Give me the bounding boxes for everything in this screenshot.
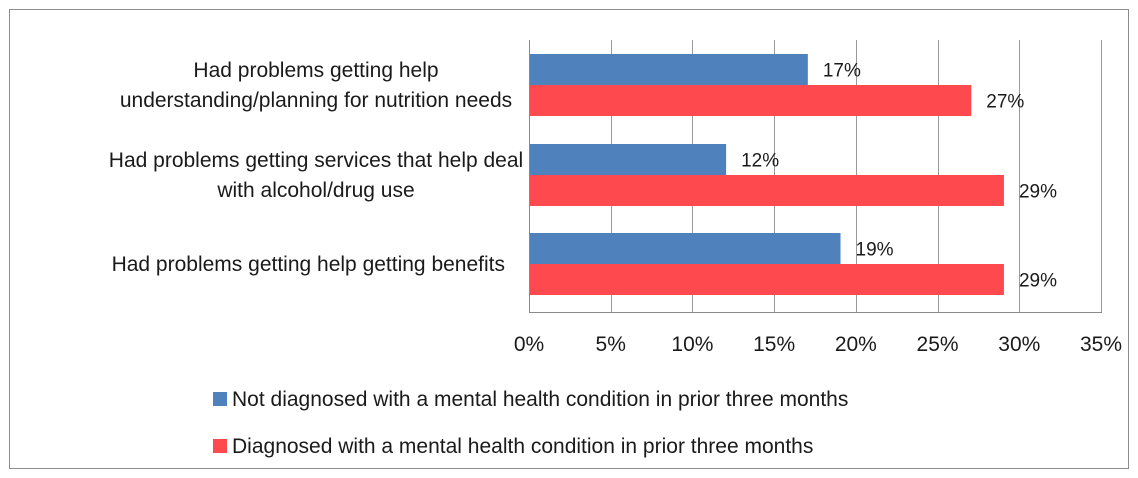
x-tick-label-20: 20% (835, 333, 877, 356)
legend-swatch-diagnosed (213, 439, 227, 453)
legend: Not diagnosed with a mental health condi… (213, 388, 848, 458)
data-label-not-diagnosed-2: 12% (741, 151, 779, 172)
legend-swatch-not-diagnosed (213, 392, 227, 406)
bar-not-diagnosed-1 (530, 54, 808, 85)
category-label-3-line-1: Had problems getting help getting benefi… (112, 253, 505, 276)
x-tick-label-35: 35% (1080, 333, 1122, 356)
data-label-not-diagnosed-3: 19% (856, 240, 894, 261)
bar-diagnosed-2 (530, 175, 1004, 206)
x-tick-label-30: 30% (998, 333, 1040, 356)
category-label-1-line-1: Had problems getting help (193, 59, 438, 82)
x-tick-label-5: 5% (596, 333, 626, 356)
bar-not-diagnosed-3 (530, 233, 841, 264)
data-label-diagnosed-2: 29% (1019, 182, 1057, 203)
x-tick-label-25: 25% (917, 333, 959, 356)
x-tick-label-15: 15% (753, 333, 795, 356)
legend-label-not-diagnosed: Not diagnosed with a mental health condi… (232, 388, 848, 411)
axes (529, 40, 1102, 313)
x-tick-label-10: 10% (671, 333, 713, 356)
legend-label-diagnosed: Diagnosed with a mental health condition… (232, 435, 813, 458)
bar-diagnosed-3 (530, 264, 1004, 295)
category-label-1-line-2: understanding/planning for nutrition nee… (120, 89, 512, 112)
data-label-diagnosed-3: 29% (1019, 271, 1057, 292)
bar-not-diagnosed-2 (530, 144, 727, 175)
data-label-diagnosed-1: 27% (986, 92, 1024, 113)
data-label-not-diagnosed-1: 17% (823, 61, 861, 82)
labels: 17% 12% 19% 27% 29% 29% Had problems getting h… (109, 59, 1122, 356)
bars (530, 54, 1004, 295)
category-label-2-line-1: Had problems getting services that help … (109, 149, 523, 172)
category-label-2-line-2: with alcohol/drug use (216, 179, 414, 202)
x-tick-label-0: 0% (514, 333, 544, 356)
bar-diagnosed-1 (530, 85, 972, 116)
